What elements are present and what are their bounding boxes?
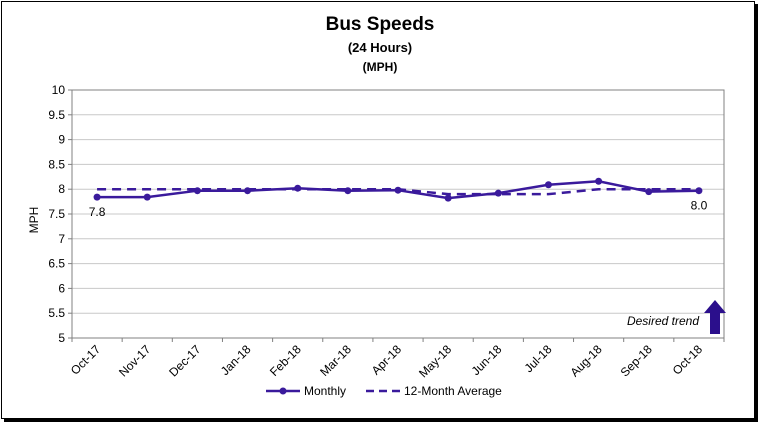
monthly-point xyxy=(595,177,603,185)
desired-trend-annotation: Desired trend xyxy=(627,300,726,334)
monthly-point xyxy=(93,193,101,201)
x-tick-label: Oct-17 xyxy=(68,342,104,378)
monthly-point xyxy=(193,187,201,195)
x-tick-label: Oct-18 xyxy=(670,342,706,378)
x-tick-label: Apr-18 xyxy=(369,342,405,378)
y-tick-label: 6 xyxy=(58,281,65,295)
y-tick-label: 7 xyxy=(58,232,65,246)
data-label: 8.0 xyxy=(691,199,708,213)
y-tick-label: 6.5 xyxy=(48,257,65,271)
x-tick-label: Dec-17 xyxy=(166,342,203,379)
monthly-point xyxy=(544,181,552,189)
x-tick-label: Nov-17 xyxy=(116,342,153,379)
legend-label-monthly: Monthly xyxy=(304,384,346,398)
chart-subtitle: (24 Hours) xyxy=(347,40,413,55)
gridlines xyxy=(72,89,724,339)
series-markers xyxy=(93,177,703,202)
monthly-point xyxy=(244,187,252,195)
y-tick-label: 8 xyxy=(58,182,65,196)
data-labels: 7.8 8.0 xyxy=(89,199,708,219)
x-tick-label: Jul-18 xyxy=(522,342,555,375)
y-axis-label: MPH xyxy=(27,207,41,234)
y-tick-label: 9.5 xyxy=(48,108,65,122)
x-tick-label: Aug-18 xyxy=(567,342,604,379)
y-tick-label: 10 xyxy=(52,83,66,97)
chart-units: (MPH) xyxy=(362,60,398,74)
y-tick-label: 5.5 xyxy=(48,306,65,320)
y-axis-ticks: 5 5.5 6 6.5 7 7.5 8 8.5 9 9.5 10 xyxy=(48,83,72,345)
x-axis-ticks: Oct-17 Nov-17 Dec-17 Jan-18 Feb-18 Mar-18 Apr-… xyxy=(68,338,725,380)
monthly-point xyxy=(294,184,302,192)
legend-label-12-month-average: 12-Month Average xyxy=(404,384,502,398)
x-tick-label: Mar-18 xyxy=(317,342,354,379)
y-tick-label: 9 xyxy=(58,133,65,147)
desired-trend-label: Desired trend xyxy=(627,314,699,328)
chart-title: Bus Speeds xyxy=(325,14,435,35)
monthly-point xyxy=(394,186,402,194)
monthly-point xyxy=(645,188,653,196)
monthly-point xyxy=(143,193,151,201)
x-tick-label: Jun-18 xyxy=(469,342,505,378)
x-tick-label: May-18 xyxy=(416,342,454,380)
y-tick-label: 5 xyxy=(58,331,65,345)
monthly-point xyxy=(344,187,352,195)
legend-marker-monthly xyxy=(279,387,287,395)
legend: Monthly 12-Month Average xyxy=(266,384,502,398)
y-tick-label: 7.5 xyxy=(48,207,65,221)
x-tick-label: Sep-18 xyxy=(618,342,655,379)
x-tick-label: Jan-18 xyxy=(218,342,254,378)
chart-frame xyxy=(1,1,755,419)
monthly-point xyxy=(695,187,703,195)
up-arrow-icon xyxy=(704,300,726,334)
monthly-point xyxy=(444,194,452,202)
data-label: 7.8 xyxy=(89,205,106,219)
x-tick-label: Feb-18 xyxy=(267,342,304,379)
y-tick-label: 8.5 xyxy=(48,157,65,171)
monthly-point xyxy=(494,189,502,197)
